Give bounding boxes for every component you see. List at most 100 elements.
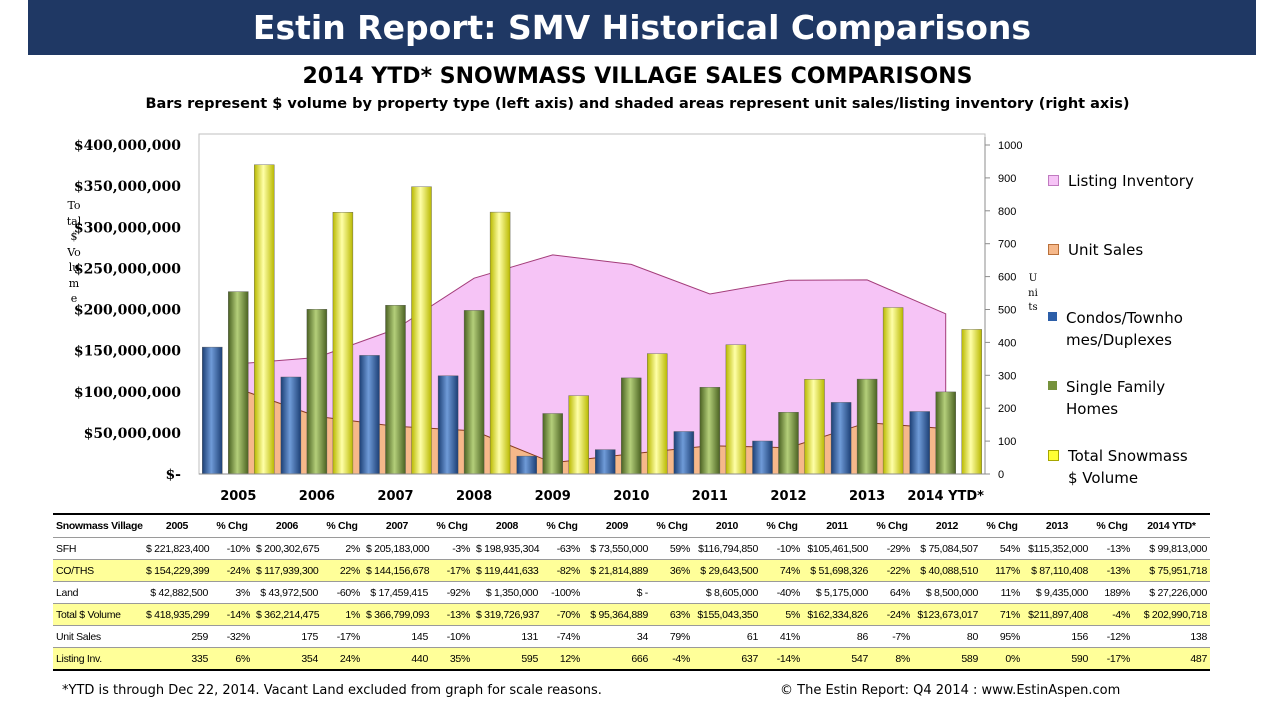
table-cell: $ 144,156,678 [363,559,431,582]
table-cell: $ 21,814,889 [583,559,651,582]
table-cell: -70% [541,603,583,626]
right-axis-tick-label: 1000 [998,140,1022,152]
table-cell: -14% [761,647,803,671]
table-row-label: CO/THS [53,559,143,582]
table-cell: 354 [253,647,321,671]
sfh-bar [699,387,721,475]
left-axis-tick-label: $- [165,467,181,483]
table-cell: -74% [541,625,583,648]
table-cell: 80 [913,625,981,648]
table-row-label: Land [53,581,143,604]
table-cell: 440 [363,647,431,671]
table-cell: -12% [1091,625,1133,648]
sfh-bar [778,412,799,475]
table-cell: $ 8,500,000 [913,581,981,604]
condos-bar [280,376,302,475]
x-axis-tick-label: 2005 [220,489,256,504]
right-axis-tick-label: 300 [998,370,1016,382]
table-cell: -3% [431,537,473,560]
table-cell: 1% [321,603,363,626]
table-cell: $ 221,823,400 [143,537,211,560]
table-cell: $ 75,084,507 [913,537,981,560]
chart-subtitle: Bars represent $ volume by property type… [145,96,1130,112]
table-cell: $ 202,990,718 [1133,603,1210,626]
table-cell: $ 95,364,889 [583,603,651,626]
left-axis-tick-label: $350,000,000 [74,179,181,195]
condos-bar [516,455,537,475]
x-axis-tick-label: 2014 YTD* [907,489,984,504]
table-cell: -17% [431,559,473,582]
copyright: © The Estin Report: Q4 2014 : www.EstinA… [780,683,1121,698]
legend-item-condos: Condos/Townho mes/Duplexes [1048,307,1198,351]
table-cell: -100% [541,581,583,604]
legend-swatch [1048,381,1057,390]
table-cell: 35% [431,647,473,671]
x-axis-tick-label: 2013 [849,489,885,504]
table-cell: 259 [143,625,211,648]
table-header-cell: 2009 [583,513,651,538]
right-axis-tick-label: 500 [998,305,1016,317]
left-axis-tick-label: $300,000,000 [74,220,181,236]
x-axis-tick-label: 2009 [535,489,571,504]
table-cell: $ 198,935,304 [473,537,541,560]
table-row: Land $ 42,882,500 3% $ 43,972,500 -60% $ 17,4… [53,581,1210,604]
table-cell: -40% [761,581,803,604]
data-table: Snowmass Village 2005% Chg 2006% Chg 2007% … [53,513,1210,671]
total-volume-bar [489,211,511,475]
condos-bar [752,440,773,475]
table-cell: 5% [761,603,803,626]
table-row: Total $ Volume $ 418,935,299 -14% $ 362,214… [53,603,1210,626]
table-cell: 487 [1133,647,1210,671]
banner-title: Estin Report: SMV Historical Comparisons [28,0,1256,55]
table-cell: -92% [431,581,473,604]
legend-swatch [1048,450,1059,461]
table-row-label: SFH [53,537,143,560]
table-row-label: Listing Inv. [53,647,143,671]
table-cell: -17% [1091,647,1133,671]
table-header-cell: Snowmass Village [53,513,143,538]
table-header-cell: % Chg [871,513,913,538]
table-cell: 63% [651,603,693,626]
table-cell: $ 119,441,633 [473,559,541,582]
table-cell: -22% [871,559,913,582]
table-cell: 59% [651,537,693,560]
table-cell: 24% [321,647,363,671]
table-cell: 74% [761,559,803,582]
table-cell: $ 9,435,000 [1023,581,1091,604]
total-volume-bar [332,211,354,475]
table-header-cell: % Chg [1091,513,1133,538]
table-row: SFH $ 221,823,400 -10% $ 200,302,675 2% $ 205… [53,537,1210,560]
total-volume-bar [882,307,904,475]
total-volume-bar [961,329,982,475]
table-cell: -14% [211,603,253,626]
condos-bar [909,411,930,475]
table-cell: 131 [473,625,541,648]
table-header-cell: 2012 [913,513,981,538]
table-header-cell: 2006 [253,513,321,538]
left-axis-tick-label: $200,000,000 [74,303,181,319]
table-cell: 637 [693,647,761,671]
table-header-cell: 2011 [803,513,871,538]
total-volume-bar [568,395,589,475]
table-cell: 547 [803,647,871,671]
table-cell: $ 418,935,299 [143,603,211,626]
table-cell: 666 [583,647,651,671]
table-cell: $ 42,882,500 [143,581,211,604]
table-cell [651,581,693,604]
table-cell: $123,673,017 [913,603,981,626]
right-axis-tick-label: 100 [998,436,1016,448]
table-cell: -10% [431,625,473,648]
right-axis-label: Units [1028,273,1038,313]
table-cell: -13% [431,603,473,626]
left-axis-tick-label: $400,000,000 [74,138,181,154]
table-cell: $ 205,183,000 [363,537,431,560]
table-cell: 8% [871,647,913,671]
table-row: Unit Sales 259 -32% 175 -17% 145 -10% 131 -74% 34… [53,625,1210,648]
condos-bar [359,355,380,475]
table-cell: $155,043,350 [693,603,761,626]
sfh-bar [306,309,328,475]
x-axis-tick-label: 2007 [377,489,413,504]
table-cell: 12% [541,647,583,671]
table-cell: -60% [321,581,363,604]
table-cell: -13% [1091,537,1133,560]
